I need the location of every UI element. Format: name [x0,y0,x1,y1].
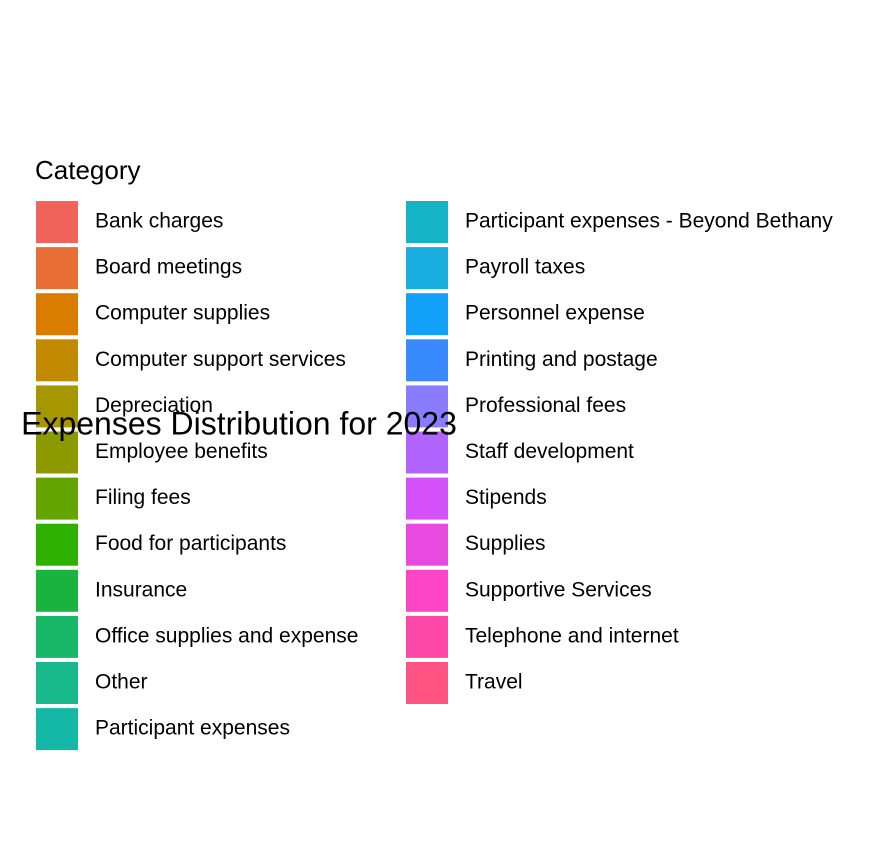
legend-key [36,662,78,704]
legend-label: Supportive Services [465,578,652,601]
legend-key [406,477,448,520]
chart-title: Expenses Distribution for 2023 [21,405,457,441]
legend-label: Filing fees [95,486,191,509]
legend-key [36,431,78,474]
legend: Bank charges Board meetings Computer suppl… [36,201,833,751]
legend-label: Printing and postage [465,348,658,371]
legend-label: Staff development [465,440,634,463]
legend-key [406,615,448,658]
legend-label: Professional fees [465,394,626,417]
legend-label: Computer support services [95,348,346,371]
legend-label: Office supplies and expense [95,624,358,647]
legend-label: Depreciation [95,394,213,417]
legend-key [36,615,78,658]
legend-key [406,431,448,474]
legend-label: Supplies [465,532,546,555]
legend-key [36,708,78,751]
legend-key [406,247,448,290]
legend-key [406,339,448,382]
legend-label: Board meetings [95,256,242,279]
legend-key [36,523,78,566]
legend-key [406,201,448,243]
legend-label: Participant expenses [95,717,290,740]
legend-label: Other [95,671,148,694]
legend-label: Travel [465,671,523,694]
legend-label: Personnel expense [465,302,645,325]
legend-label: Telephone and internet [465,624,679,647]
legend-title: Category [35,155,141,185]
legend-label: Bank charges [95,210,223,233]
legend-label: Payroll taxes [465,256,585,279]
legend-label: Participant expenses - Beyond Bethany [465,210,833,233]
legend-label: Stipends [465,486,547,509]
legend-key [36,339,78,382]
legend-key [36,201,78,243]
legend-key [406,523,448,566]
legend-key [36,477,78,520]
legend-label: Employee benefits [95,440,268,463]
legend-key [36,385,78,428]
legend-label: Computer supplies [95,302,270,325]
legend-key [36,569,78,612]
legend-key [36,293,78,336]
legend-label: Insurance [95,578,187,601]
legend-label: Food for participants [95,532,286,555]
legend-key [406,385,448,428]
legend-key [36,247,78,290]
legend-key [406,569,448,612]
legend-key [406,662,448,704]
legend-key [406,293,448,336]
